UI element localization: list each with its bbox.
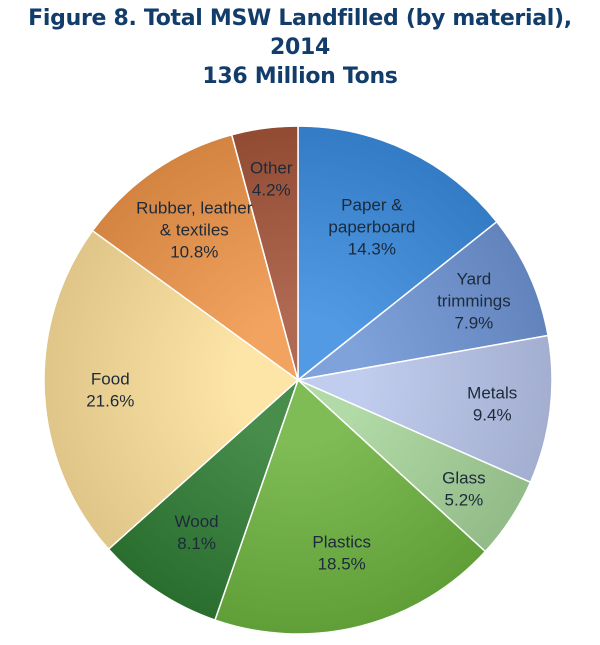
slice-name-0: paperboard bbox=[328, 218, 415, 237]
slice-label-3: Glass 5.2% bbox=[442, 468, 485, 509]
slice-label-1: Yard trimmings 7.9% bbox=[437, 270, 511, 333]
slice-percent-3: 5.2% bbox=[445, 490, 484, 509]
slice-percent-2: 9.4% bbox=[473, 405, 512, 424]
slice-name-3: Glass bbox=[442, 468, 485, 487]
slice-label-2: Metals 9.4% bbox=[467, 383, 517, 424]
pie-slice-5 bbox=[107, 379, 299, 621]
slice-label-0: Paper & paperboard 14.3% bbox=[328, 196, 415, 259]
slice-name-2: Metals bbox=[467, 383, 517, 402]
pie-slice-8 bbox=[231, 125, 299, 381]
chart-title-block: Figure 8. Total MSW Landfilled (by mater… bbox=[0, 4, 600, 91]
slice-label-6: Food 21.6% bbox=[86, 369, 134, 410]
slice-percent-1: 7.9% bbox=[455, 314, 494, 333]
pie-slice-0 bbox=[297, 125, 498, 381]
pie-slice-4 bbox=[214, 379, 487, 635]
slice-name-7: & textiles bbox=[160, 220, 229, 239]
slice-percent-6: 21.6% bbox=[86, 391, 134, 410]
slice-name-1: Yard bbox=[457, 270, 492, 289]
pie-slice-1 bbox=[297, 221, 549, 381]
pie-slices bbox=[43, 125, 553, 635]
slice-percent-4: 18.5% bbox=[318, 554, 366, 573]
slice-percent-8: 4.2% bbox=[252, 181, 291, 200]
slice-name-6: Food bbox=[91, 369, 130, 388]
slice-percent-7: 10.8% bbox=[170, 242, 218, 261]
slice-label-8: Other 4.2% bbox=[250, 159, 293, 200]
pie-labels: Paper & paperboard 14.3% Yard trimmings 7.9% M… bbox=[86, 159, 517, 574]
chart-title: Figure 8. Total MSW Landfilled (by mater… bbox=[28, 6, 572, 60]
chart-subtitle: 136 Million Tons bbox=[202, 64, 398, 89]
slice-percent-5: 8.1% bbox=[177, 534, 216, 553]
slice-percent-0: 14.3% bbox=[348, 240, 396, 259]
slice-label-5: Wood 8.1% bbox=[175, 512, 219, 553]
pie-slice-2 bbox=[297, 334, 553, 484]
slice-name-5: Wood bbox=[175, 512, 219, 531]
slice-name-1: trimmings bbox=[437, 292, 511, 311]
slice-name-4: Plastics bbox=[312, 532, 371, 551]
pie-slice-6 bbox=[43, 229, 299, 550]
slice-name-7: Rubber, leather bbox=[136, 198, 253, 217]
slice-name-0: Paper & bbox=[341, 196, 403, 215]
slice-label-4: Plastics 18.5% bbox=[312, 532, 371, 573]
pie-slice-7 bbox=[91, 134, 299, 381]
slice-label-7: Rubber, leather & textiles 10.8% bbox=[136, 198, 253, 261]
slice-name-8: Other bbox=[250, 159, 293, 178]
